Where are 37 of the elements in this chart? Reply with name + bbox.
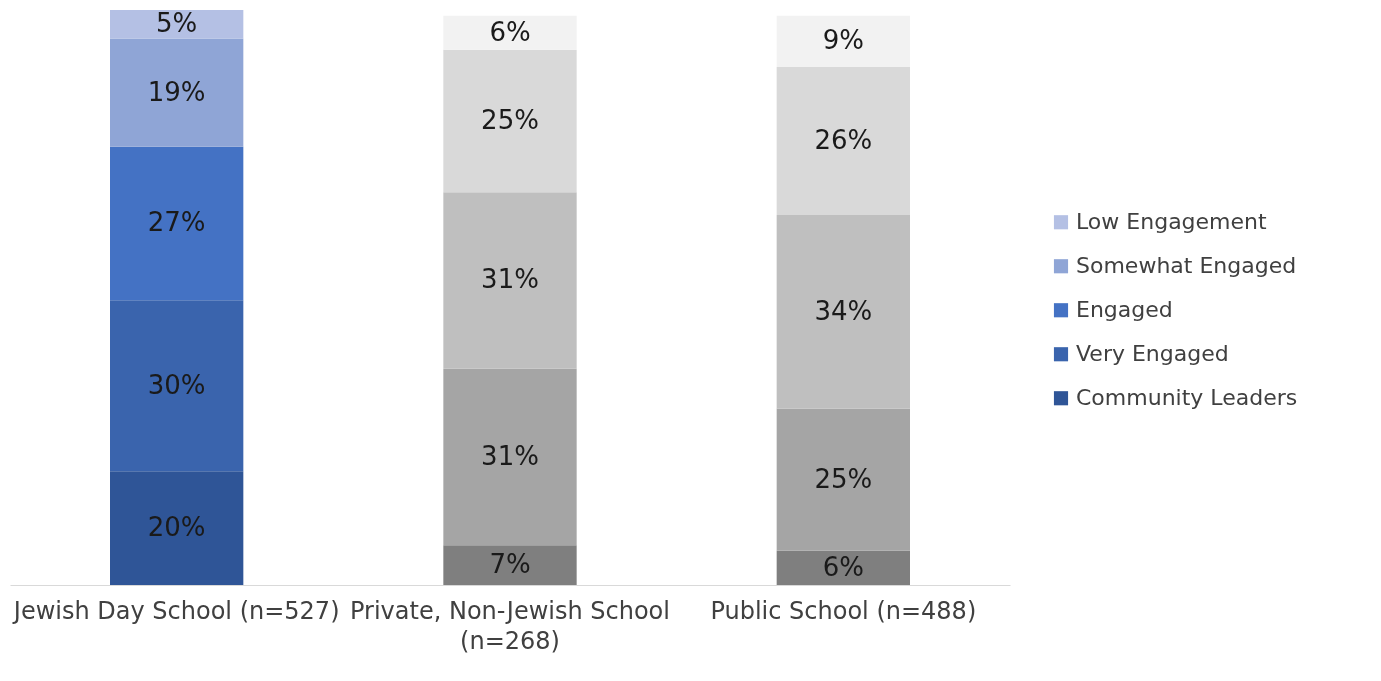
data-label: 7%: [489, 549, 531, 580]
legend-label: Very Engaged: [1076, 341, 1229, 367]
data-label: 5%: [156, 8, 198, 39]
bar: [776, 408, 910, 551]
bar: [776, 550, 910, 585]
bar: [110, 300, 244, 472]
x-tick-label: Public School (n=488): [710, 596, 977, 625]
data-label: 6%: [822, 551, 864, 582]
data-label: 31%: [481, 264, 539, 295]
data-label: 19%: [147, 76, 206, 107]
bar: [443, 49, 577, 193]
data-label: 26%: [814, 124, 873, 155]
x-tick-label: Jewish Day School (n=527): [11, 596, 340, 625]
bar: [776, 214, 910, 409]
legend-label: Community Leaders: [1076, 385, 1298, 411]
data-label: 30%: [147, 369, 206, 400]
data-label: 20%: [147, 512, 206, 543]
bar: [110, 471, 244, 585]
bar: [443, 192, 577, 369]
data-label: 27%: [147, 207, 206, 238]
x-tick-label: Private, Non-Jewish School (n=268): [350, 596, 670, 655]
data-label: 25%: [814, 463, 873, 494]
bar: [443, 15, 577, 50]
bar: [110, 38, 244, 147]
bar: [776, 15, 910, 67]
data-label: 6%: [489, 16, 531, 47]
bar: [776, 66, 910, 215]
data-label: 9%: [822, 25, 864, 56]
legend-label: Low Engagement: [1076, 209, 1268, 235]
data-label: 31%: [481, 440, 539, 471]
data-label: 34%: [814, 295, 873, 326]
bar: [443, 545, 577, 585]
data-label: 25%: [481, 105, 539, 136]
legend-label: Engaged: [1076, 297, 1173, 323]
bar: [443, 368, 577, 546]
bar: [110, 146, 244, 301]
legend-label: Somewhat Engaged: [1076, 253, 1297, 279]
